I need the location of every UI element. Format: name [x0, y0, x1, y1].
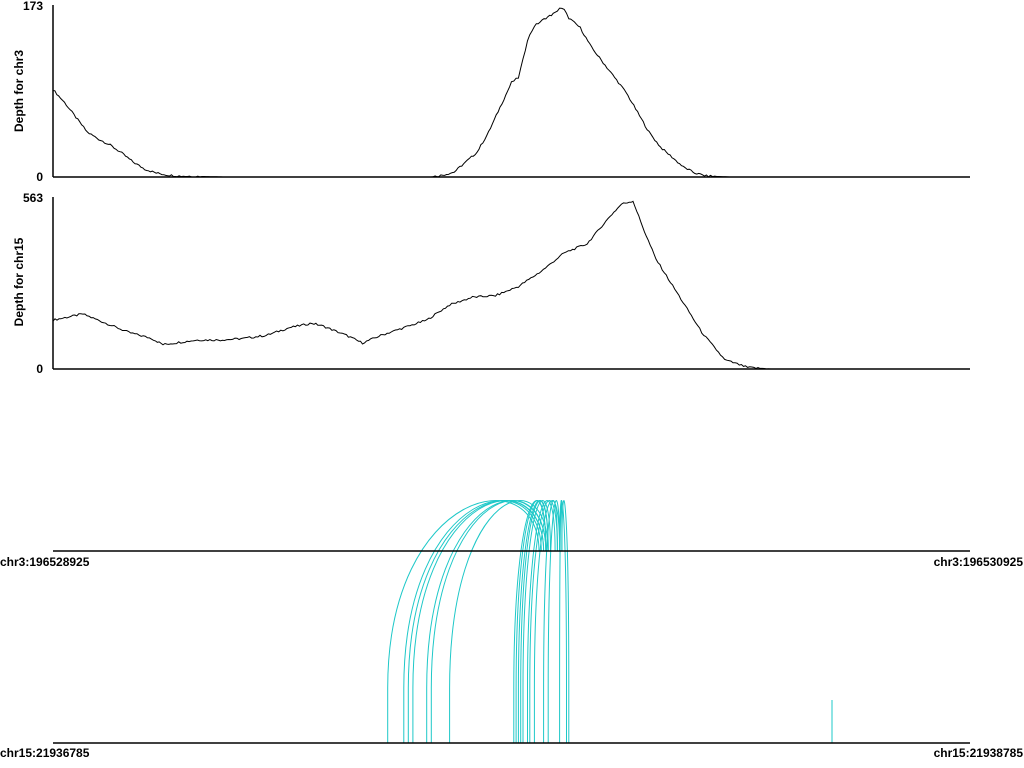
- y-tick-zero-chr15: 0: [36, 362, 43, 376]
- depth-line-chr15: [52, 200, 970, 370]
- junction-arc: [559, 500, 567, 743]
- junction-arc: [426, 500, 547, 743]
- junction-arc: [449, 500, 549, 743]
- junction-arc: [547, 500, 561, 743]
- junction-arc: [430, 500, 547, 743]
- junction-arc: [527, 500, 556, 743]
- chr3-end-label: chr3:196530925: [934, 555, 1024, 569]
- y-axis-label-chr15: Depth for chr15: [12, 237, 26, 326]
- junction-arcs: [387, 500, 833, 743]
- chr15-end-label: chr15:21938785: [934, 746, 1024, 760]
- junction-arc: [543, 500, 558, 743]
- y-tick-max-chr3: 173: [23, 0, 43, 13]
- depth-line-chr3: [52, 7, 970, 178]
- chr15-start-label: chr15:21936785: [0, 746, 90, 760]
- y-axis-label-chr3: Depth for chr3: [12, 50, 26, 132]
- chr3-start-label: chr3:196528925: [0, 555, 90, 569]
- depth-panel-chr15: 563 0 Depth for chr15: [12, 191, 970, 376]
- junction-arc: [529, 500, 558, 743]
- y-tick-zero-chr3: 0: [36, 170, 43, 184]
- junction-arc: [412, 500, 545, 743]
- depth-panel-chr3: 173 0 Depth for chr3: [12, 0, 970, 184]
- y-tick-max-chr15: 563: [23, 191, 43, 205]
- junction-arc: [533, 500, 561, 743]
- junction-arc: [403, 500, 542, 743]
- junction-arc: [520, 500, 549, 743]
- genomic-axes: chr3:196528925 chr3:196530925 chr15:2193…: [0, 550, 1024, 760]
- junction-arc: [561, 500, 570, 743]
